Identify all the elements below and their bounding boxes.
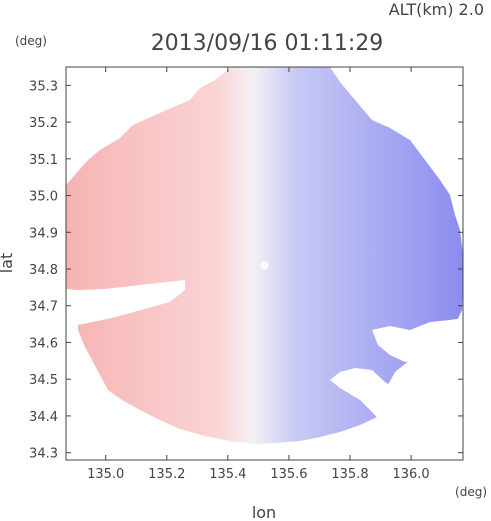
y-tick-label: 34.7 [29, 300, 58, 315]
plot-frame [65, 66, 464, 461]
x-axis: 135.0 135.2 135.4 135.6 135.8 136.0 [87, 67, 430, 482]
radar-velocity-field [66, 67, 463, 444]
x-tick-label: 135.8 [331, 467, 368, 482]
chart-title: 2013/09/16 01:11:29 [151, 31, 384, 56]
y-unit-label: (deg) [15, 34, 47, 48]
y-tick-label: 35.3 [29, 79, 58, 94]
radar-scan-area [66, 67, 463, 444]
y-axis: 34.3 34.4 34.5 34.6 34.7 34.8 34.9 35.0 35.1 35.2… [29, 79, 463, 462]
radar-site-marker [260, 261, 269, 270]
y-tick-label: 35.0 [29, 190, 58, 205]
y-tick-label: 34.3 [29, 447, 58, 462]
y-tick-label: 35.2 [29, 116, 58, 131]
y-axis-label: lat [0, 253, 16, 274]
y-tick-label: 34.8 [29, 263, 58, 278]
no-echo-region [372, 318, 463, 362]
x-tick-label: 135.4 [209, 467, 246, 482]
x-axis-label: lon [252, 503, 276, 521]
x-tick-label: 135.2 [148, 467, 185, 482]
x-tick-label: 135.6 [270, 467, 307, 482]
x-unit-label: (deg) [455, 485, 487, 499]
y-tick-label: 35.1 [29, 153, 58, 168]
x-tick-label: 136.0 [392, 467, 429, 482]
y-tick-label: 34.5 [29, 373, 58, 388]
altitude-label: ALT(km) 2.0 [389, 0, 484, 19]
y-tick-label: 34.4 [29, 410, 58, 425]
no-echo-region [330, 368, 404, 420]
y-tick-label: 34.9 [29, 226, 58, 241]
x-tick-label: 135.0 [87, 467, 124, 482]
y-tick-label: 34.6 [29, 336, 58, 351]
